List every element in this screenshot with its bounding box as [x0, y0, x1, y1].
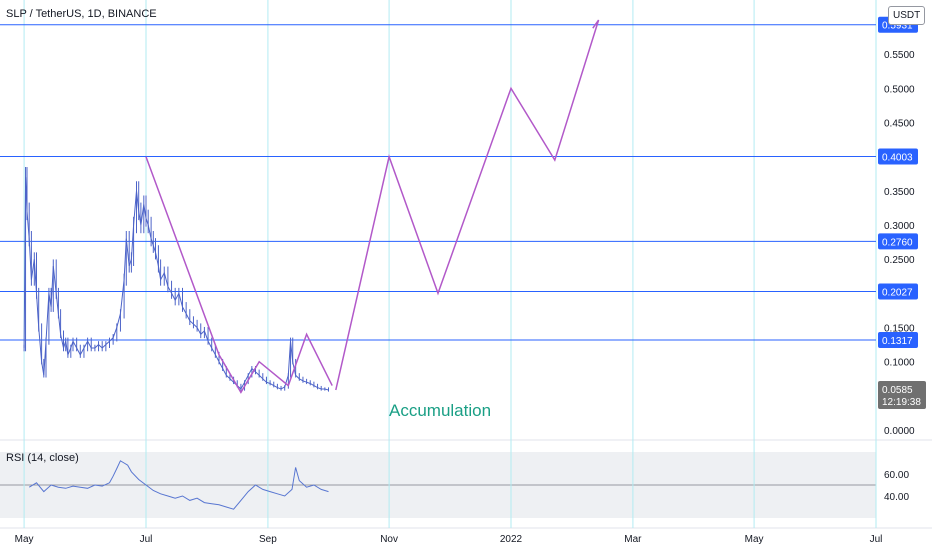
- price-level-tag: [878, 148, 918, 165]
- rsi-line: [28, 460, 329, 510]
- x-tick-label: 2022: [500, 534, 523, 545]
- y-tick-label: 0.2500: [884, 255, 915, 266]
- y-tick-label: 0.1500: [884, 324, 915, 335]
- trend-line: [145, 156, 333, 394]
- current-price-label: 0.0585: [882, 385, 913, 396]
- y-tick-label: 0.0000: [884, 426, 915, 437]
- x-tick-label: Jul: [140, 534, 153, 545]
- x-tick-label: Sep: [259, 534, 277, 545]
- y-tick-label: 0.4500: [884, 119, 915, 130]
- x-tick-label: May: [15, 534, 34, 545]
- y-tick-label: 0.5000: [884, 84, 915, 95]
- price-level-tag: [878, 283, 918, 300]
- countdown-label: 12:19:38: [882, 397, 921, 408]
- y-tick-label: 0.3500: [884, 187, 915, 198]
- x-tick-label: May: [745, 534, 764, 545]
- price-level-label: 0.5931: [882, 21, 913, 32]
- price-line: [23, 177, 329, 391]
- grid-layer: [0, 0, 932, 529]
- rsi-label: RSI (14, close): [6, 452, 79, 464]
- currency-badge[interactable]: USDT: [888, 6, 926, 25]
- price-level-label: 0.2760: [882, 237, 913, 248]
- price-level-label: 0.2027: [882, 287, 913, 298]
- y-tick-label: 0.1000: [884, 358, 915, 369]
- accumulation-annotation: Accumulation: [389, 401, 492, 420]
- rsi-tick-label: 40.00: [884, 492, 909, 503]
- projection-line: [335, 19, 600, 391]
- chart-title: SLP / TetherUS, 1D, BINANCE: [6, 8, 157, 20]
- price-level-label: 0.1317: [882, 336, 913, 347]
- current-price-tag: [878, 381, 926, 410]
- x-tick-label: Nov: [380, 534, 398, 545]
- y-tick-label: 0.5500: [884, 50, 915, 61]
- x-tick-label: Jul: [870, 534, 883, 545]
- x-tick-label: Mar: [624, 534, 642, 545]
- y-tick-label: 0.3000: [884, 221, 915, 232]
- price-level-tag: [878, 233, 918, 250]
- price-level-label: 0.4003: [882, 152, 913, 163]
- rsi-tick-label: 60.00: [884, 470, 909, 481]
- price-level-tag: [878, 332, 918, 349]
- marks-layer: [0, 19, 876, 510]
